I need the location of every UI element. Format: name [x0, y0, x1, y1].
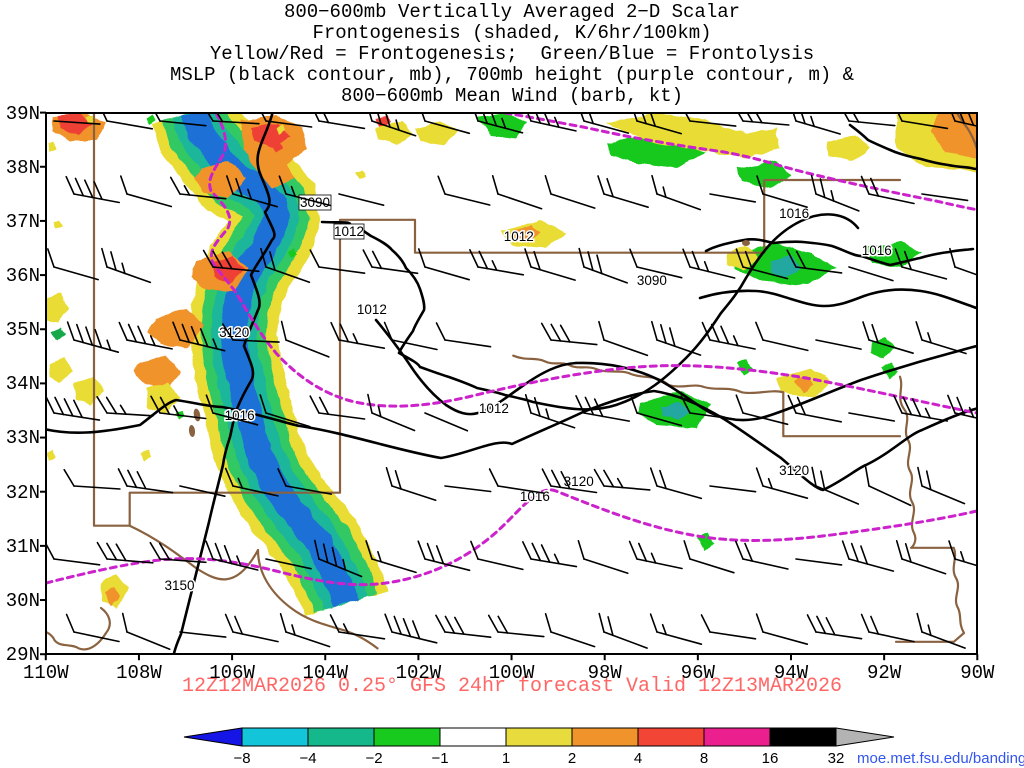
svg-text:32: 32 [828, 750, 845, 767]
svg-text:4: 4 [634, 750, 642, 767]
svg-text:1: 1 [502, 750, 510, 767]
svg-text:29N: 29N [6, 644, 40, 666]
svg-text:37N: 37N [6, 211, 40, 233]
svg-text:32N: 32N [6, 482, 40, 504]
svg-text:−4: −4 [299, 750, 316, 767]
svg-text:36N: 36N [6, 265, 40, 287]
svg-text:−8: −8 [233, 750, 250, 767]
svg-text:38N: 38N [6, 157, 40, 179]
svg-text:34N: 34N [6, 373, 40, 395]
svg-text:35N: 35N [6, 319, 40, 341]
svg-text:30N: 30N [6, 590, 40, 612]
svg-text:−1: −1 [431, 750, 448, 767]
svg-text:8: 8 [700, 750, 708, 767]
svg-text:−2: −2 [365, 750, 382, 767]
svg-text:33N: 33N [6, 427, 40, 449]
svg-text:2: 2 [568, 750, 576, 767]
svg-text:31N: 31N [6, 536, 40, 558]
svg-text:16: 16 [762, 750, 779, 767]
